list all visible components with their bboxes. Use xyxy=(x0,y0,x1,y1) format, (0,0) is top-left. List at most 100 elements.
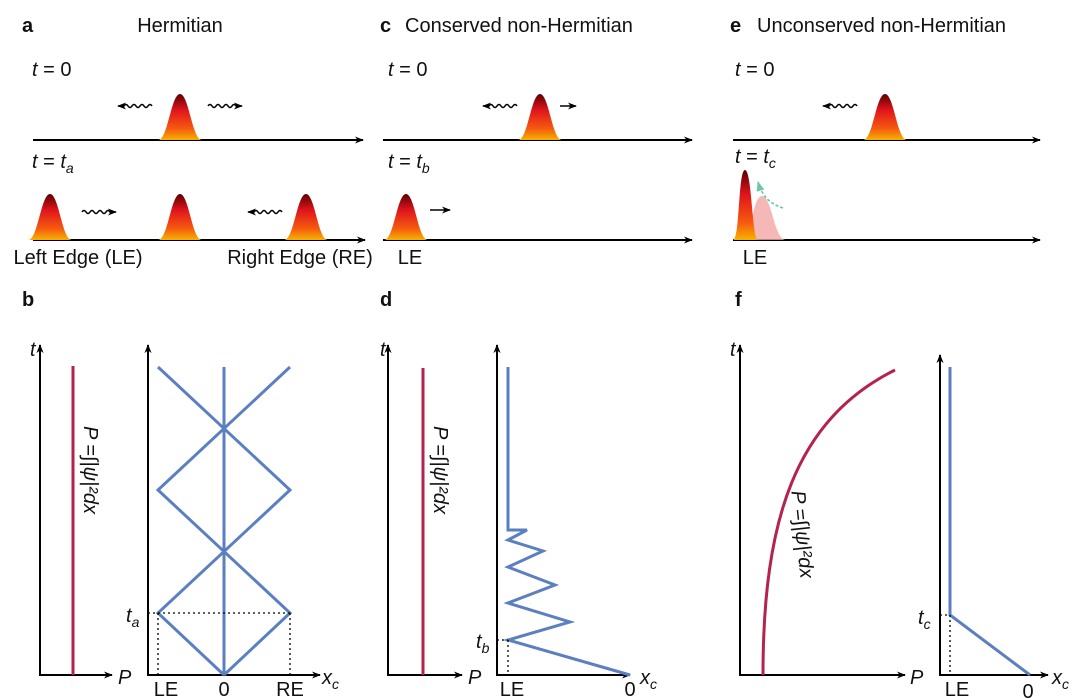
x-tick-label: LE xyxy=(500,679,524,700)
x-tick-label: LE xyxy=(154,679,178,700)
wavepacket xyxy=(733,170,758,240)
panel-a: a Hermitian t = 0 t = ta Left Edge (LE) … xyxy=(14,15,373,269)
edge-label: LE xyxy=(743,247,767,269)
formula: P =∫|ψ|²dx xyxy=(429,426,451,515)
subscript: c xyxy=(1062,676,1069,692)
wavepacket xyxy=(28,194,72,240)
edge-label: Right Edge (RE) xyxy=(227,247,373,269)
panel-title: Conserved non-Hermitian xyxy=(405,15,633,37)
panel-label: c xyxy=(380,15,391,37)
axis-label: t xyxy=(380,339,387,361)
panel-c: c Conserved non-Hermitian t = 0 t = tb L… xyxy=(380,15,693,269)
time-label: t = ta xyxy=(32,151,74,176)
x: x xyxy=(1051,667,1063,689)
axis-label: xc xyxy=(639,667,657,692)
t: t xyxy=(60,151,67,173)
x-tick-label: 0 xyxy=(218,679,229,700)
time-label: t = 0 xyxy=(735,59,774,81)
time-mark: tb xyxy=(476,631,490,656)
axes xyxy=(144,344,321,679)
panel-title: Unconserved non-Hermitian xyxy=(757,15,1006,37)
subscript: b xyxy=(422,160,430,176)
axes xyxy=(493,344,631,679)
guide-lines xyxy=(148,612,291,675)
axis-label: P xyxy=(910,667,924,689)
panel-d: d t P P =∫|ψ|²dx xc tb LE 0 xyxy=(380,289,657,700)
axis-label: xc xyxy=(321,667,339,692)
eq: = xyxy=(394,151,417,173)
subscript: c xyxy=(769,155,776,171)
trajectory xyxy=(155,365,293,677)
time-mark: tc xyxy=(918,607,931,632)
t: t xyxy=(763,146,770,168)
panel-label: d xyxy=(380,289,392,311)
eq: = xyxy=(741,146,764,168)
axis-label: P xyxy=(468,667,482,689)
t: t xyxy=(735,59,742,81)
wavepacket xyxy=(384,194,428,240)
panel-label: b xyxy=(22,289,34,311)
wavepacket xyxy=(284,194,328,240)
axes xyxy=(36,344,113,679)
axes xyxy=(384,344,463,679)
t: t xyxy=(126,605,133,627)
panel-label: f xyxy=(735,289,742,311)
axis-label: P xyxy=(118,667,132,689)
guide-lines xyxy=(940,614,951,675)
panel-f: f t P P =∫|ψ|²dx xc tc LE 0 xyxy=(730,289,1069,700)
x: x xyxy=(321,667,333,689)
wavy-arrow xyxy=(117,103,153,109)
guide-lines xyxy=(497,639,509,675)
trajectory xyxy=(948,367,1031,677)
wavepacket xyxy=(863,94,907,140)
t: t xyxy=(32,151,39,173)
panel-b: b t P P =∫|ψ|²dx xc ta LE 0 RE xyxy=(22,289,339,700)
wavepacket xyxy=(158,194,202,240)
time-label: t = tb xyxy=(388,151,430,176)
panel-title: Hermitian xyxy=(137,15,223,37)
time-label: t = tc xyxy=(735,146,776,171)
panel-label: a xyxy=(22,15,34,37)
t: t xyxy=(388,151,395,173)
norm-curve xyxy=(761,368,896,676)
panel-label: e xyxy=(730,15,741,37)
t: t xyxy=(735,146,742,168)
axis-label: t xyxy=(730,339,737,361)
trajectory xyxy=(502,367,631,677)
subscript: b xyxy=(482,640,490,656)
subscript: a xyxy=(132,614,140,630)
x-tick-label: LE xyxy=(945,679,969,700)
subscript: c xyxy=(650,676,657,692)
wavy-arrow xyxy=(81,209,117,215)
t: t xyxy=(918,607,925,629)
t: t xyxy=(32,59,39,81)
edge-label: LE xyxy=(398,247,422,269)
panel-e: e Unconserved non-Hermitian t = 0 t = tc… xyxy=(730,15,1041,269)
t: t xyxy=(416,151,423,173)
axis-label: xc xyxy=(1051,667,1069,692)
x-tick-label: RE xyxy=(276,679,304,700)
eq: = xyxy=(38,151,61,173)
x-tick-label: 0 xyxy=(624,679,635,700)
time-label: t = 0 xyxy=(32,59,71,81)
formula: P =∫|ψ|²dx xyxy=(786,489,817,580)
wavy-arrow xyxy=(822,103,858,109)
edge-label: Left Edge (LE) xyxy=(14,247,143,269)
val: 0 xyxy=(763,59,774,81)
t: t xyxy=(476,631,483,653)
subscript: c xyxy=(332,676,339,692)
eq: = xyxy=(394,59,417,81)
wavy-arrow xyxy=(207,103,243,109)
axes xyxy=(936,354,1049,679)
wavy-arrow xyxy=(482,103,518,109)
wavy-arrow xyxy=(247,209,283,215)
val: 0 xyxy=(416,59,427,81)
time-label: t = 0 xyxy=(388,59,427,81)
eq: = xyxy=(38,59,61,81)
x: x xyxy=(639,667,651,689)
wavepacket xyxy=(158,94,202,140)
time-mark: ta xyxy=(126,605,140,630)
x-tick-label: 0 xyxy=(1022,681,1033,700)
